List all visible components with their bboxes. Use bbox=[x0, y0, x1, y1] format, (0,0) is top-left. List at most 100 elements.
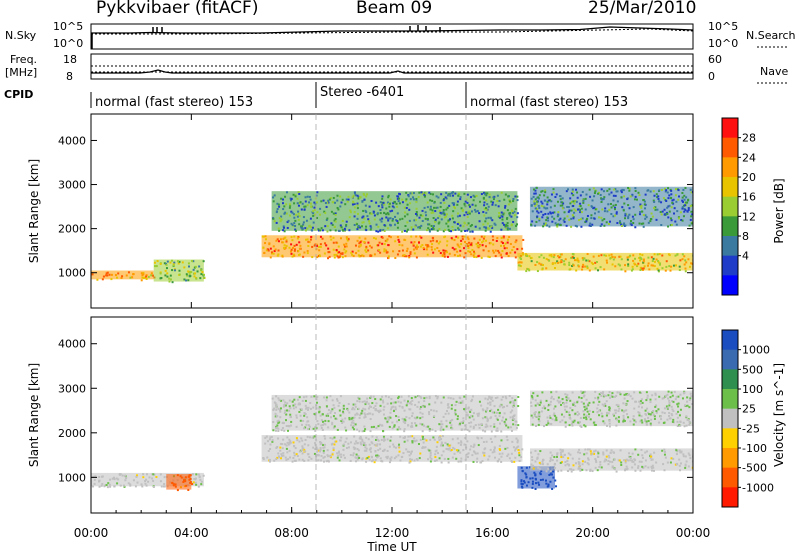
echo-speckle bbox=[665, 394, 668, 397]
echo-speckle bbox=[98, 476, 101, 479]
echo-speckle bbox=[541, 460, 544, 463]
echo-speckle bbox=[582, 198, 585, 201]
echo-speckle bbox=[605, 411, 608, 414]
echo-speckle bbox=[613, 414, 616, 417]
echo-speckle bbox=[585, 405, 588, 408]
echo-speckle bbox=[332, 212, 335, 215]
echo-speckle bbox=[418, 191, 421, 194]
echo-speckle bbox=[334, 212, 337, 215]
echo-speckle bbox=[675, 453, 678, 456]
echo-speckle bbox=[451, 246, 454, 249]
echo-speckle bbox=[331, 408, 334, 411]
echo-speckle bbox=[501, 218, 504, 221]
echo-speckle bbox=[359, 244, 362, 247]
echo-speckle bbox=[343, 229, 346, 232]
echo-speckle bbox=[381, 206, 384, 209]
echo-speckle bbox=[292, 213, 295, 216]
echo-speckle bbox=[272, 429, 275, 432]
echo-speckle bbox=[389, 411, 392, 414]
echo-speckle bbox=[644, 214, 647, 217]
echo-speckle bbox=[464, 409, 467, 412]
echo-speckle bbox=[274, 402, 277, 405]
echo-speckle bbox=[308, 425, 311, 428]
echo-speckle bbox=[606, 189, 609, 192]
echo-speckle bbox=[541, 263, 544, 266]
echo-speckle bbox=[405, 404, 408, 407]
echo-speckle bbox=[568, 264, 571, 267]
echo-speckle bbox=[476, 412, 479, 415]
echo-speckle bbox=[514, 241, 517, 244]
echo-speckle bbox=[303, 251, 306, 254]
echo-speckle bbox=[676, 450, 679, 453]
echo-speckle bbox=[341, 198, 344, 201]
echo-speckle bbox=[494, 249, 497, 252]
echo-speckle bbox=[180, 476, 183, 479]
velocity-y-axis-label: Slant Range [km] bbox=[27, 363, 41, 467]
echo-speckle bbox=[502, 416, 505, 419]
echo-speckle bbox=[490, 440, 493, 443]
x-tick-label: 00:00 bbox=[676, 526, 711, 540]
echo-speckle bbox=[387, 219, 390, 222]
echo-speckle bbox=[477, 444, 480, 447]
echo-speckle bbox=[640, 204, 643, 207]
echo-speckle bbox=[417, 241, 420, 244]
echo-speckle bbox=[521, 448, 524, 451]
echo-speckle bbox=[438, 423, 441, 426]
echo-speckle bbox=[472, 199, 475, 202]
echo-speckle bbox=[556, 452, 559, 455]
echo-speckle bbox=[512, 446, 515, 449]
echo-speckle bbox=[430, 228, 433, 231]
echo-speckle bbox=[409, 198, 412, 201]
echo-speckle bbox=[650, 212, 653, 215]
echo-speckle bbox=[385, 456, 388, 459]
echo-speckle bbox=[353, 223, 356, 226]
echo-speckle bbox=[291, 460, 294, 463]
echo-speckle bbox=[549, 470, 552, 473]
echo-speckle bbox=[559, 255, 562, 258]
freq-tick-bottom-right: 0 bbox=[708, 70, 715, 83]
echo-speckle bbox=[628, 187, 631, 190]
echo-speckle bbox=[669, 224, 672, 227]
echo-speckle bbox=[612, 451, 615, 454]
echo-speckle bbox=[336, 428, 339, 431]
echo-speckle bbox=[337, 245, 340, 248]
echo-speckle bbox=[463, 235, 466, 238]
echo-speckle bbox=[517, 445, 520, 448]
echo-speckle bbox=[563, 260, 566, 263]
echo-speckle bbox=[510, 429, 513, 432]
echo-speckle bbox=[327, 420, 330, 423]
echo-speckle bbox=[460, 230, 463, 233]
echo-speckle bbox=[629, 222, 632, 225]
echo-speckle bbox=[432, 409, 435, 412]
echo-speckle bbox=[679, 211, 682, 214]
echo-speckle bbox=[663, 450, 666, 453]
echo-speckle bbox=[594, 423, 597, 426]
echo-speckle bbox=[588, 409, 591, 412]
echo-speckle bbox=[398, 243, 401, 246]
echo-speckle bbox=[560, 413, 563, 416]
echo-speckle bbox=[614, 194, 617, 197]
echo-speckle bbox=[321, 423, 324, 426]
echo-speckle bbox=[408, 454, 411, 457]
echo-speckle bbox=[318, 406, 321, 409]
echo-speckle bbox=[539, 450, 542, 453]
echo-speckle bbox=[534, 192, 537, 195]
echo-speckle bbox=[670, 206, 673, 209]
echo-speckle bbox=[348, 416, 351, 419]
echo-speckle bbox=[577, 219, 580, 222]
echo-speckle bbox=[581, 468, 584, 471]
echo-speckle bbox=[305, 423, 308, 426]
echo-speckle bbox=[548, 259, 551, 262]
echo-speckle bbox=[653, 417, 656, 420]
echo-speckle bbox=[608, 406, 611, 409]
echo-speckle bbox=[112, 476, 115, 479]
echo-speckle bbox=[402, 452, 405, 455]
echo-speckle bbox=[282, 237, 285, 240]
echo-speckle bbox=[280, 215, 283, 218]
echo-speckle bbox=[363, 217, 366, 220]
echo-speckle bbox=[468, 409, 471, 412]
echo-speckle bbox=[111, 477, 114, 480]
echo-speckle bbox=[399, 401, 402, 404]
echo-speckle bbox=[549, 480, 552, 483]
echo-speckle bbox=[439, 423, 442, 426]
